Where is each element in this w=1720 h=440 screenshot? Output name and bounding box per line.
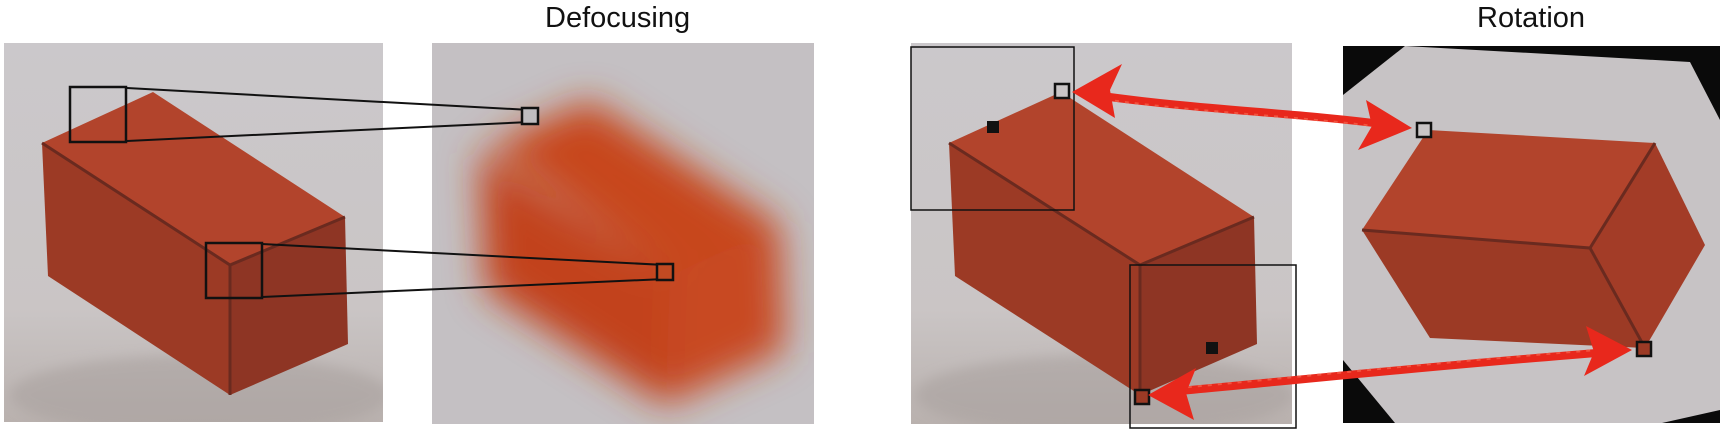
- zoom-callout-top: [68, 85, 540, 144]
- correspondence-arrow-top: [1072, 64, 1412, 150]
- rotated-marker-bottom: [1635, 340, 1653, 358]
- original-image-left: [4, 43, 383, 422]
- blurred-box: [478, 100, 785, 405]
- rotated-box: [1361, 130, 1705, 349]
- zoom-box-top: [68, 85, 128, 144]
- center-marker-bottom: [1206, 342, 1218, 354]
- rotated-marker-top: [1415, 121, 1433, 139]
- region-box-bottom: [1129, 264, 1297, 429]
- arrowhead-left-top: [1072, 64, 1122, 118]
- box-left: [41, 92, 348, 395]
- zoom-box-bottom: [204, 241, 264, 300]
- correspondence-arrow-bottom: [1148, 326, 1632, 420]
- source-marker-top: [1053, 82, 1071, 100]
- source-marker-bottom: [1133, 388, 1151, 406]
- rotation-title: Rotation: [1477, 2, 1586, 34]
- arrowhead-right-bottom: [1584, 326, 1632, 376]
- arrowhead-right-top: [1358, 100, 1412, 150]
- box-right: [948, 92, 1257, 395]
- target-marker-bottom: [655, 262, 675, 282]
- center-marker-top: [987, 121, 999, 133]
- zoom-callout-bottom: [204, 241, 675, 300]
- arrowhead-left-bottom: [1148, 368, 1196, 420]
- defocusing-title: Defocusing: [545, 2, 691, 34]
- region-box-top: [910, 46, 1075, 211]
- defocused-image: [432, 43, 814, 424]
- target-marker-top: [520, 106, 540, 126]
